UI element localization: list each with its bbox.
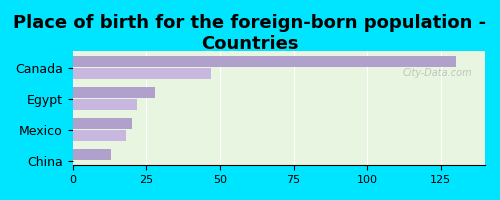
Bar <box>72 87 155 98</box>
Bar <box>72 118 132 129</box>
Bar <box>72 130 126 141</box>
Text: Place of birth for the foreign-born population -
Countries: Place of birth for the foreign-born popu… <box>14 14 486 53</box>
Bar <box>72 149 111 160</box>
Text: City-Data.com: City-Data.com <box>403 68 472 78</box>
Bar <box>72 99 138 110</box>
Bar <box>72 56 456 67</box>
Bar <box>72 68 211 79</box>
